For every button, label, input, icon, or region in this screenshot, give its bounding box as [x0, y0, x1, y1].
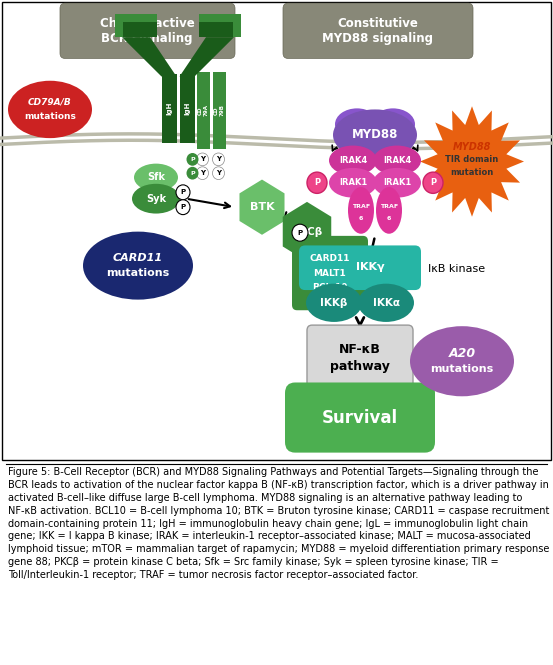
Bar	[180, 74, 195, 144]
Text: Y: Y	[216, 170, 221, 176]
Bar	[199, 23, 241, 37]
Text: IRAK1: IRAK1	[339, 178, 367, 188]
Text: IgH: IgH	[184, 102, 190, 115]
Text: IRAK4: IRAK4	[339, 156, 367, 165]
Circle shape	[176, 200, 190, 215]
Polygon shape	[283, 202, 331, 261]
Text: NF-κB: NF-κB	[339, 343, 381, 356]
Ellipse shape	[410, 326, 514, 396]
Text: TIR domain: TIR domain	[445, 155, 499, 164]
Circle shape	[292, 224, 308, 241]
Ellipse shape	[373, 146, 421, 176]
Text: CARD11: CARD11	[310, 253, 350, 263]
Text: TRAF: TRAF	[380, 203, 398, 209]
Text: Constitutive
MYD88 signaling: Constitutive MYD88 signaling	[322, 17, 434, 45]
Text: BTK: BTK	[250, 202, 274, 212]
Ellipse shape	[83, 231, 193, 300]
Ellipse shape	[8, 80, 92, 138]
Ellipse shape	[333, 110, 417, 160]
Circle shape	[212, 153, 225, 166]
FancyBboxPatch shape	[292, 236, 368, 311]
Text: PKCβ: PKCβ	[292, 227, 322, 237]
Ellipse shape	[376, 187, 402, 233]
Text: MYD88: MYD88	[352, 128, 398, 142]
Text: IRAK4: IRAK4	[383, 156, 411, 165]
FancyBboxPatch shape	[60, 3, 235, 59]
Text: IκB kinase: IκB kinase	[428, 264, 485, 274]
Circle shape	[186, 167, 199, 180]
Text: mutations: mutations	[106, 268, 170, 278]
Text: P: P	[190, 157, 195, 162]
Polygon shape	[122, 37, 176, 76]
Text: TRAF: TRAF	[352, 203, 370, 209]
Circle shape	[176, 185, 190, 199]
Text: MALT1: MALT1	[314, 269, 346, 277]
Text: IKKγ: IKKγ	[356, 262, 384, 272]
FancyBboxPatch shape	[307, 325, 413, 391]
Text: CD
79B: CD 79B	[213, 104, 225, 116]
Text: IgH: IgH	[166, 102, 172, 115]
FancyBboxPatch shape	[2, 2, 551, 460]
Text: mutation: mutation	[450, 168, 494, 177]
Text: Survival: Survival	[322, 408, 398, 426]
Text: P: P	[430, 178, 436, 188]
Text: BCL-10: BCL-10	[312, 283, 348, 293]
Bar	[115, 23, 157, 37]
Ellipse shape	[358, 284, 414, 322]
Ellipse shape	[373, 168, 421, 198]
Bar	[115, 14, 157, 23]
Text: mutations: mutations	[24, 112, 76, 122]
Text: Sfk: Sfk	[147, 172, 165, 182]
Text: A20: A20	[448, 347, 476, 360]
Bar	[199, 14, 241, 23]
Bar	[233, 14, 241, 37]
Text: IKKα: IKKα	[373, 298, 399, 308]
Text: IRAK1: IRAK1	[383, 178, 411, 188]
Bar	[212, 72, 226, 149]
Ellipse shape	[329, 168, 377, 198]
Ellipse shape	[348, 187, 374, 233]
Text: P: P	[190, 171, 195, 176]
Ellipse shape	[306, 284, 362, 322]
Polygon shape	[239, 180, 284, 235]
Text: CD
79A: CD 79A	[197, 104, 208, 116]
Ellipse shape	[329, 146, 377, 176]
Text: 6: 6	[359, 216, 363, 221]
Ellipse shape	[371, 108, 415, 140]
Text: Y: Y	[200, 170, 205, 176]
Text: Y: Y	[200, 156, 205, 162]
Text: Syk: Syk	[146, 194, 166, 203]
Text: P: P	[298, 229, 302, 235]
FancyBboxPatch shape	[283, 3, 473, 59]
Ellipse shape	[335, 108, 379, 140]
Text: CARD11: CARD11	[113, 253, 163, 263]
Text: mutations: mutations	[430, 364, 494, 374]
Ellipse shape	[132, 184, 180, 213]
Text: Chronic active
BCR signaling: Chronic active BCR signaling	[100, 17, 194, 45]
Text: CD79A/B: CD79A/B	[28, 98, 72, 106]
Text: MYD88: MYD88	[453, 142, 491, 152]
Circle shape	[423, 172, 443, 194]
Circle shape	[196, 167, 208, 180]
Text: Y: Y	[216, 156, 221, 162]
Text: P: P	[180, 190, 186, 196]
Bar	[115, 14, 123, 37]
Text: P: P	[314, 178, 320, 188]
Text: 6: 6	[387, 216, 391, 221]
Bar	[196, 72, 210, 149]
Text: pathway: pathway	[330, 360, 390, 373]
FancyBboxPatch shape	[299, 245, 421, 290]
Text: IKKβ: IKKβ	[320, 298, 348, 308]
Polygon shape	[420, 106, 524, 217]
FancyBboxPatch shape	[285, 382, 435, 453]
Text: P: P	[180, 204, 186, 210]
Circle shape	[212, 167, 225, 180]
Circle shape	[307, 172, 327, 194]
Bar	[161, 74, 176, 144]
Circle shape	[186, 153, 199, 166]
Circle shape	[196, 153, 208, 166]
Ellipse shape	[134, 164, 178, 192]
Text: Figure 5: B-Cell Receptor (BCR) and MYD88 Signaling Pathways and Potential Targe: Figure 5: B-Cell Receptor (BCR) and MYD8…	[8, 467, 550, 580]
Polygon shape	[180, 37, 234, 76]
